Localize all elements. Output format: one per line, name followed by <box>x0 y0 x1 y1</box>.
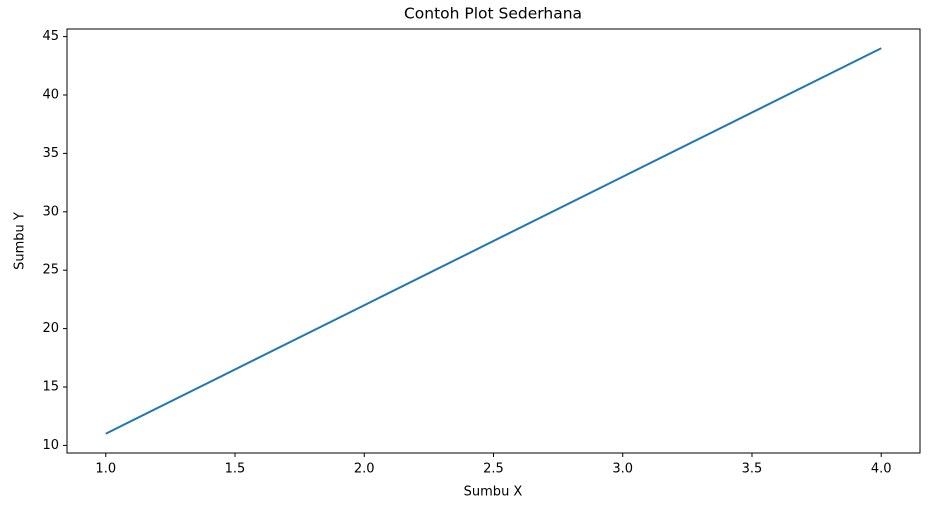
x-tick-label: 3.0 <box>612 462 633 477</box>
x-tick-label: 3.5 <box>742 462 763 477</box>
y-tick-label: 40 <box>42 87 59 102</box>
x-tick-label: 1.5 <box>225 462 246 477</box>
y-tick-label: 15 <box>42 380 59 395</box>
x-tick-label: 1.0 <box>95 462 116 477</box>
chart-title: Contoh Plot Sederhana <box>404 5 582 23</box>
x-tick-label: 2.5 <box>483 462 504 477</box>
y-tick-label: 10 <box>42 438 59 453</box>
y-tick-label: 20 <box>42 321 59 336</box>
data-line <box>105 47 882 435</box>
x-tick-label: 2.0 <box>354 462 375 477</box>
y-tick-label: 35 <box>42 146 59 161</box>
y-tick-label: 30 <box>42 204 59 219</box>
plot-frame <box>66 28 921 454</box>
y-axis-label: Sumbu Y <box>13 212 28 270</box>
x-axis-label: Sumbu X <box>464 485 523 500</box>
x-tick-label: 4.0 <box>871 462 892 477</box>
y-tick-label: 25 <box>42 263 59 278</box>
y-tick-label: 45 <box>42 29 59 44</box>
